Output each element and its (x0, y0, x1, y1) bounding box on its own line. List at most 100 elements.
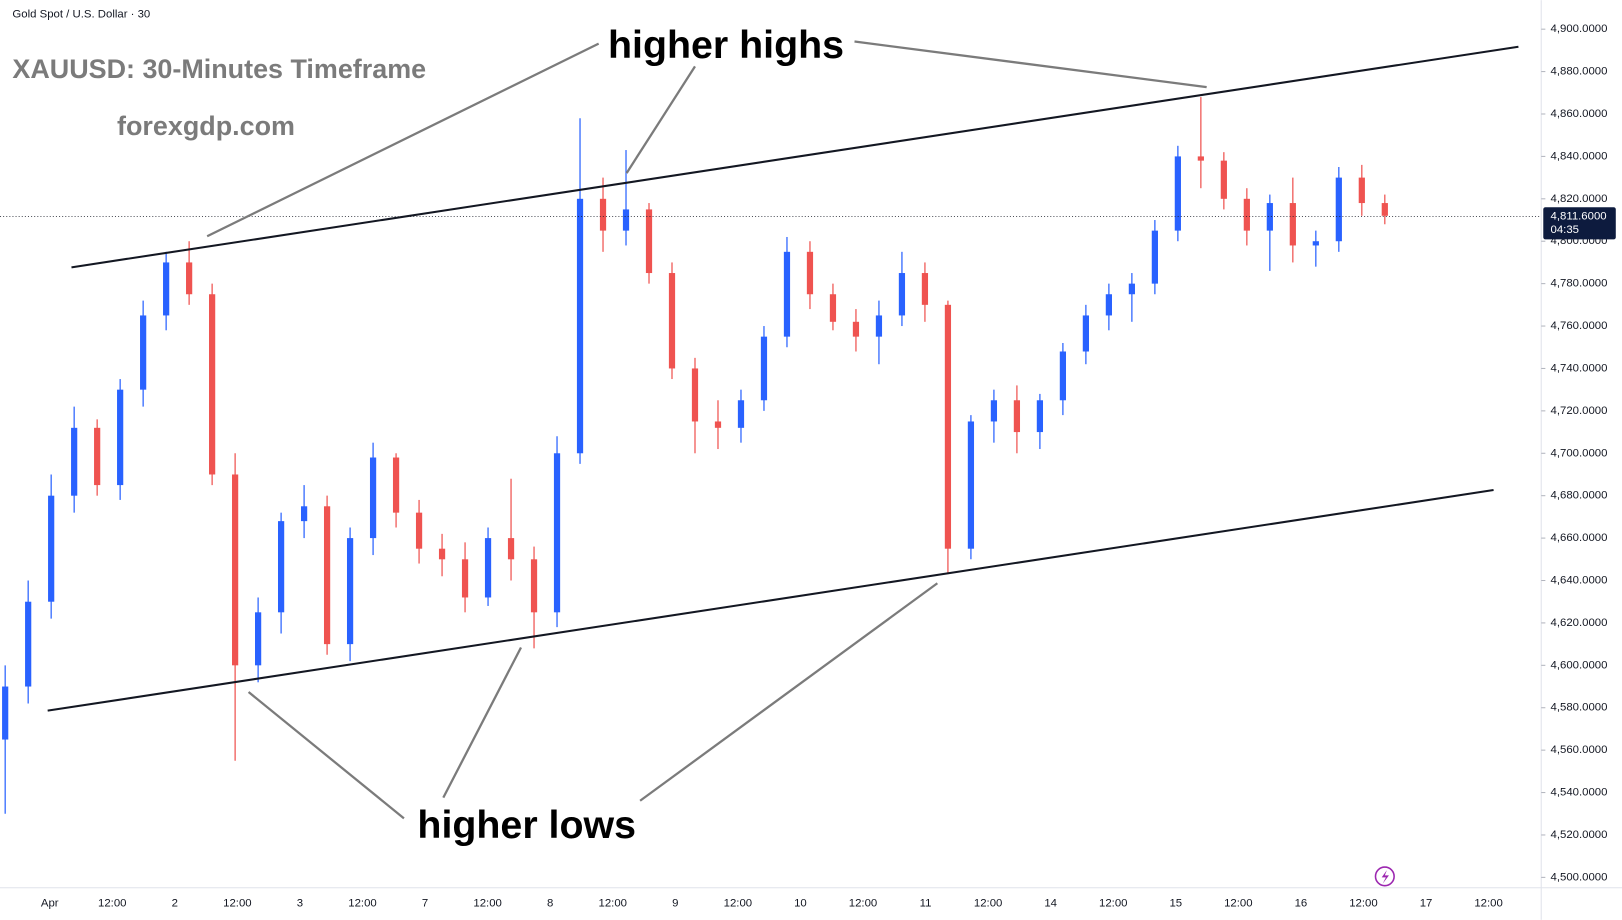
candle-body (484, 538, 492, 598)
candle-body (553, 453, 561, 613)
candle-body (1335, 177, 1342, 242)
annotation: higher highs (608, 23, 844, 67)
candle-body (1358, 177, 1365, 204)
y-tick-label: 4,600.0000 (1551, 659, 1608, 671)
y-tick-label: 4,620.0000 (1551, 617, 1608, 629)
candle-body (300, 506, 308, 522)
candle-body (1220, 160, 1227, 199)
candle-body (255, 612, 262, 666)
annotation: higher lows (417, 803, 636, 847)
candle-body (1013, 400, 1021, 433)
candle-body (1174, 156, 1181, 231)
x-tick-label: 12:00 (348, 897, 376, 909)
x-tick-label: 8 (547, 897, 553, 909)
x-tick-label: 10 (794, 897, 807, 909)
last-price-box (1543, 207, 1616, 240)
y-tick-label: 4,700.0000 (1551, 447, 1608, 459)
candle-body (438, 548, 446, 560)
candle-body (898, 273, 906, 316)
chart-subtitle: forexgdp.com (117, 111, 295, 141)
y-tick-label: 4,900.0000 (1551, 23, 1608, 35)
candle-body (2, 686, 9, 740)
candle-body (714, 421, 722, 428)
candle-body (852, 321, 860, 337)
y-tick-label: 4,860.0000 (1551, 108, 1608, 120)
pointer (625, 65, 696, 174)
upper-trendline (71, 45, 1519, 269)
candle-body (25, 601, 32, 687)
x-tick-label: 12:00 (98, 897, 126, 909)
replay-icon[interactable] (1374, 866, 1395, 887)
candle-body (507, 538, 515, 560)
y-tick-label: 4,880.0000 (1551, 66, 1608, 78)
candle-body (1243, 198, 1250, 231)
pointer (639, 582, 939, 802)
candle-body (645, 209, 653, 274)
x-tick-label: 12:00 (1224, 897, 1252, 909)
y-tick-label: 4,780.0000 (1551, 278, 1608, 290)
candle-body (990, 400, 998, 422)
candle-body (1128, 283, 1135, 295)
y-tick-label: 4,540.0000 (1551, 787, 1608, 799)
y-tick-label: 4,500.0000 (1551, 871, 1608, 883)
candle-body (737, 400, 745, 428)
x-tick-label: 12:00 (1349, 897, 1377, 909)
candle-body (967, 421, 975, 549)
y-tick-label: 4,680.0000 (1551, 490, 1608, 502)
candle-body (232, 474, 239, 666)
candle-body (530, 559, 538, 613)
candle-body (576, 198, 584, 454)
x-tick-label: 12:00 (724, 897, 752, 909)
last-price-label: 4,811.6000 (1551, 211, 1607, 223)
candle-body (209, 294, 216, 475)
y-tick-label: 4,720.0000 (1551, 405, 1608, 417)
candle-body (1036, 400, 1044, 433)
candle-body (461, 559, 469, 598)
candle-body (599, 198, 607, 231)
x-tick-label: Apr (41, 897, 59, 909)
x-tick-label: 3 (297, 897, 303, 909)
candle-body (117, 389, 124, 486)
candle-body (1151, 230, 1158, 284)
y-tick-label: 4,520.0000 (1551, 829, 1608, 841)
countdown: 04:35 (1551, 224, 1579, 236)
pointers (206, 40, 1207, 820)
candle-body (622, 209, 630, 231)
pointer (854, 40, 1207, 89)
header: Gold Spot / U.S. Dollar · 30 (12, 9, 150, 21)
y-tick-label: 4,760.0000 (1551, 320, 1608, 332)
candle-body (392, 457, 400, 513)
x-tick-label: 12:00 (1474, 897, 1502, 909)
candle-body (323, 506, 331, 645)
y-tick-label: 4,840.0000 (1551, 150, 1608, 162)
x-tick-label: 14 (1044, 897, 1057, 909)
candle-body (1289, 203, 1296, 246)
pointer (442, 646, 522, 799)
x-tick-label: 15 (1169, 897, 1182, 909)
candle-body (760, 336, 768, 401)
candle-body (921, 273, 929, 305)
candle-body (186, 262, 193, 295)
candle-body (691, 368, 699, 422)
y-tick-label: 4,660.0000 (1551, 532, 1608, 544)
candle-body (369, 457, 377, 539)
lower-trendline (47, 489, 1494, 712)
x-tick-label: 2 (172, 897, 178, 909)
x-tick-label: 12:00 (974, 897, 1002, 909)
candle-body (1312, 241, 1319, 246)
candle-body (806, 251, 814, 295)
candle-body (48, 495, 55, 602)
x-tick-label: 9 (672, 897, 678, 909)
pointer (247, 691, 405, 820)
candle-body (140, 315, 147, 390)
candle-body (944, 304, 952, 549)
y-tick-label: 4,740.0000 (1551, 362, 1608, 374)
candle-body (1381, 203, 1388, 216)
x-tick-label: 12:00 (223, 897, 251, 909)
candle-body (1266, 203, 1273, 231)
candle-body (1082, 315, 1089, 352)
candle-body (94, 427, 101, 486)
